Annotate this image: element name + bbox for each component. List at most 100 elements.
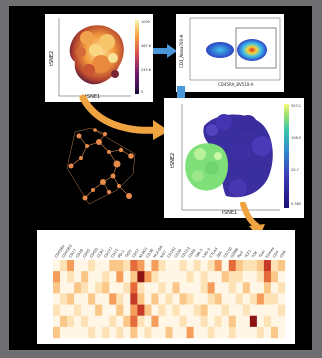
heatmap-cell bbox=[179, 326, 187, 339]
heatmap-cell bbox=[277, 282, 286, 294]
heatmap-column-label: CD27 bbox=[68, 248, 77, 258]
heatmap-cell bbox=[249, 282, 258, 294]
heatmap-cell bbox=[116, 260, 124, 272]
heatmap-column-label: TOX bbox=[250, 250, 258, 259]
heatmap-cell bbox=[179, 304, 187, 316]
tsne-cluster-purple bbox=[203, 114, 273, 198]
heatmap-cell bbox=[151, 271, 159, 283]
x-axis-label: CD45RA_BV510-A bbox=[218, 82, 254, 87]
heatmap-column-label: KLRG1 bbox=[138, 247, 148, 259]
heatmap-cell bbox=[172, 315, 180, 328]
heatmap-cell bbox=[102, 282, 110, 294]
heatmap-cell bbox=[88, 315, 96, 328]
heatmap-column-label: CD103 bbox=[181, 246, 191, 258]
heatmap-cell bbox=[277, 260, 286, 272]
heatmap-cell bbox=[116, 304, 124, 316]
heatmap-cell bbox=[74, 282, 82, 294]
heatmap-cell bbox=[270, 315, 279, 328]
x-axis-label: tSNE1 bbox=[222, 210, 238, 216]
tsne-plot-expression: tSNE1 tSNE2 1000 467.6 245.6 0 bbox=[45, 14, 153, 102]
heatmap-cell bbox=[214, 326, 222, 339]
heatmap-cell bbox=[221, 304, 229, 316]
heatmap-cell bbox=[137, 326, 145, 339]
heatmap-cell bbox=[221, 326, 229, 339]
heatmap-cell bbox=[151, 282, 159, 294]
heatmap-column-label: HLA-DR bbox=[152, 245, 163, 259]
heatmap-column-label: CD8 bbox=[279, 249, 287, 258]
heatmap-cell bbox=[53, 304, 61, 316]
heatmap-cell bbox=[235, 293, 244, 305]
heatmap-cell bbox=[207, 326, 215, 339]
right-arrow-icon bbox=[153, 44, 177, 58]
heatmap-cell bbox=[242, 293, 251, 305]
heatmap-cell bbox=[123, 304, 131, 316]
heatmap-cell bbox=[95, 315, 103, 328]
heatmap-cell bbox=[186, 282, 194, 294]
heatmap-cell bbox=[137, 271, 145, 283]
heatmap-cell bbox=[74, 315, 82, 328]
heatmap-cell bbox=[88, 304, 96, 316]
heatmap-cell bbox=[172, 271, 180, 283]
heatmap-cell bbox=[235, 315, 244, 328]
heatmap-column-label: CD161 bbox=[167, 246, 177, 258]
heatmap-cell bbox=[179, 271, 187, 283]
heatmap-cell bbox=[67, 315, 75, 328]
heatmap-cell bbox=[81, 315, 89, 328]
heatmap-cell bbox=[228, 315, 236, 328]
heatmap-column-label: CD39 bbox=[174, 248, 183, 259]
heatmap-column-label: CD4 bbox=[272, 249, 280, 258]
heatmap-cell bbox=[256, 260, 265, 272]
heatmap-cell bbox=[263, 260, 272, 272]
heatmap-cell bbox=[144, 293, 152, 305]
heatmap-cell bbox=[158, 282, 166, 294]
colorbar-tick: 0.365 bbox=[291, 202, 302, 206]
heatmap-cell bbox=[165, 282, 173, 294]
heatmap-cell bbox=[88, 326, 96, 339]
heatmap-cell bbox=[263, 293, 272, 305]
heatmap-cell bbox=[179, 293, 187, 305]
heatmap-cell bbox=[123, 271, 131, 283]
heatmap-cell bbox=[186, 293, 194, 305]
heatmap-cell bbox=[270, 260, 279, 272]
heatmap-cell bbox=[228, 304, 236, 316]
heatmap-cell bbox=[214, 293, 222, 305]
heatmap-cell bbox=[144, 326, 152, 339]
heatmap-cell bbox=[95, 304, 103, 316]
colorbar bbox=[284, 104, 289, 208]
heatmap-cell bbox=[228, 260, 236, 272]
heatmap-cell bbox=[179, 260, 187, 272]
heatmap-cell bbox=[200, 271, 208, 283]
heatmap-cell bbox=[221, 271, 229, 283]
heatmap-cell bbox=[144, 260, 152, 272]
heatmap-cell bbox=[158, 304, 166, 316]
heatmap-cell bbox=[214, 260, 222, 272]
heatmap-cell bbox=[95, 260, 103, 272]
heatmap-cell bbox=[53, 260, 61, 272]
heatmap-cell bbox=[200, 260, 208, 272]
heatmap-cell bbox=[116, 282, 124, 294]
heatmap-cell bbox=[242, 282, 251, 294]
heatmap-cell bbox=[207, 315, 215, 328]
heatmap-cell bbox=[123, 260, 131, 272]
heatmap-cell bbox=[158, 315, 166, 328]
heatmap-cell bbox=[158, 326, 166, 339]
colorbar-tick: 108.9 bbox=[291, 136, 302, 140]
heatmap-column-label: LAG-3 bbox=[202, 247, 212, 258]
heatmap-cell bbox=[53, 315, 61, 328]
heatmap-column-label: CD57 bbox=[131, 248, 140, 258]
heatmap-cell bbox=[137, 293, 145, 305]
heatmap-cell bbox=[186, 271, 194, 283]
heatmap-cell bbox=[123, 293, 131, 305]
heatmap-cell bbox=[172, 326, 180, 339]
heatmap-cell bbox=[277, 293, 286, 305]
heatmap-cell bbox=[102, 271, 110, 283]
heatmap-cell bbox=[60, 326, 68, 339]
heatmap-cell bbox=[116, 326, 124, 339]
heatmap-cell bbox=[74, 304, 82, 316]
heatmap-cell bbox=[179, 282, 187, 294]
heatmap-column-label: TCF1 bbox=[243, 249, 252, 259]
heatmap-cell bbox=[256, 326, 265, 339]
heatmap-cell bbox=[270, 304, 279, 316]
figure-frame: tSNE1 tSNE2 1000 467.6 245.6 0 bbox=[9, 6, 312, 350]
heatmap-column-label: CD45RA bbox=[54, 244, 66, 259]
